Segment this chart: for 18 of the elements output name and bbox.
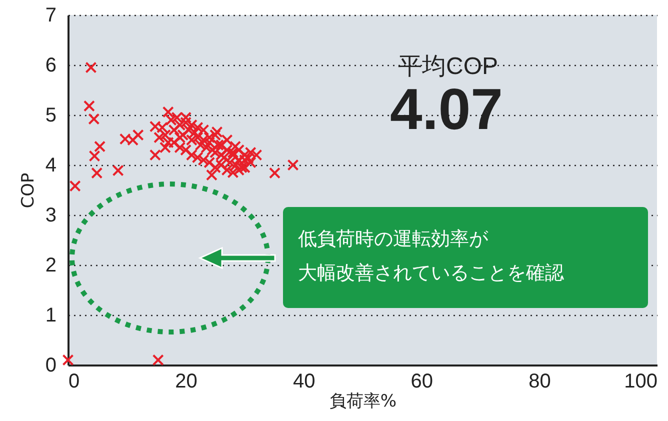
y-tick-label: 5: [45, 104, 56, 126]
y-tick-label: 7: [45, 4, 56, 26]
y-tick-label: 4: [45, 154, 56, 176]
x-tick-label: 80: [528, 370, 551, 392]
y-axis-title: COP: [18, 172, 38, 208]
x-tick-label: 100: [624, 370, 658, 392]
annotation: 低負荷時の運転効率が: [298, 228, 488, 252]
y-tick-label: 2: [45, 254, 56, 276]
x-axis-title: 負荷率%: [329, 392, 397, 412]
annotation: 大幅改善されていることを確認: [298, 262, 564, 286]
x-tick-label: 40: [292, 370, 316, 392]
x-tick-label: 0: [68, 370, 80, 392]
y-tick-label: 1: [45, 304, 56, 326]
y-tick-label: 3: [45, 204, 56, 226]
x-tick-label: 60: [410, 370, 434, 392]
x-tick-label: 20: [175, 370, 198, 392]
y-tick-label: 0: [45, 354, 56, 376]
y-tick-label: 6: [45, 54, 56, 76]
